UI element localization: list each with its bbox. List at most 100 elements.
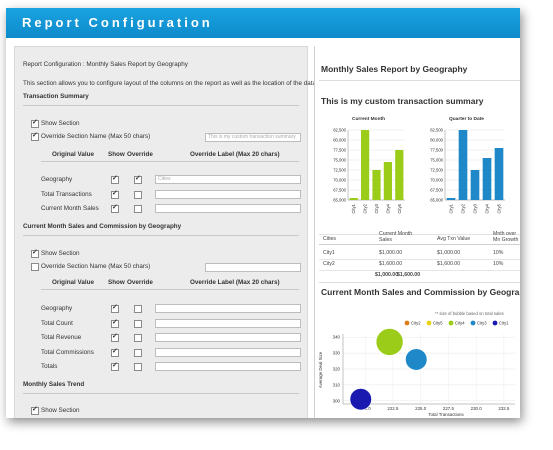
override-name-label: Override Section Name (Max 50 chars): [41, 263, 151, 270]
row-original-value: Geography: [41, 305, 73, 312]
legend-label: City3: [477, 321, 487, 326]
x-tick-label: 227.5: [443, 406, 455, 411]
y-tick-label: 80,000: [430, 138, 443, 143]
bar-city4: [482, 158, 492, 200]
section-name-input[interactable]: [205, 263, 301, 272]
bar-city3: [470, 170, 480, 200]
row-override-label-input[interactable]: [155, 189, 301, 199]
table-cell: City2: [323, 261, 335, 267]
col-original-value: Original Value: [52, 279, 94, 286]
section-name-input[interactable]: This is my custom transaction summary: [205, 133, 301, 142]
row-override-label-input[interactable]: [155, 318, 301, 328]
y-tick-label: 75,000: [430, 158, 443, 163]
config-header: Report Configuration : Monthly Sales Rep…: [23, 61, 188, 68]
row-override-checkbox[interactable]: [134, 348, 142, 357]
y-tick-label: 65,000: [430, 198, 443, 203]
row-original-value: Geography: [41, 176, 73, 183]
x-tick-label: City3: [374, 203, 379, 213]
bar-city4: [383, 162, 393, 200]
show-section-checkbox[interactable]: [31, 248, 39, 258]
row-show-checkbox[interactable]: [111, 361, 119, 371]
table-cell: $1,600.00: [437, 261, 461, 267]
chart-title: Current Month: [352, 116, 385, 122]
divider: [319, 80, 520, 81]
row-show-checkbox[interactable]: [111, 303, 119, 313]
row-override-checkbox[interactable]: [134, 334, 142, 342]
row-original-value: Totals: [41, 363, 58, 370]
current-month-chart: Current Month 82,500 80,000 77,500 75,000 72,…: [333, 116, 405, 214]
legend-marker-city3: [470, 320, 476, 326]
row-override-label-input[interactable]: [155, 304, 301, 313]
table-header-sales: Current Month Sales: [379, 231, 413, 243]
table-header-avg: Avg Txn Value: [437, 236, 471, 242]
show-section-checkbox[interactable]: [31, 118, 39, 128]
row-override-checkbox[interactable]: [134, 174, 142, 184]
row-override-label-input[interactable]: [155, 204, 301, 213]
col-show: Show: [108, 151, 125, 158]
row-show-checkbox[interactable]: [111, 332, 119, 342]
override-name-checkbox[interactable]: [31, 131, 39, 141]
y-tick-label: 67,500: [333, 188, 346, 193]
app-window: Report Configuration Report Configuratio…: [6, 8, 520, 418]
legend-label: City2: [411, 321, 421, 326]
bubble-city3: [405, 348, 428, 371]
bubble-chart: ** size of bubble based on total sales Ci…: [318, 311, 515, 417]
y-tick-label: 82,500: [430, 128, 443, 133]
y-tick-label: 82,500: [333, 128, 346, 133]
row-override-checkbox[interactable]: [134, 205, 142, 213]
override-name-checkbox[interactable]: [31, 263, 39, 271]
row-show-checkbox[interactable]: [111, 174, 119, 184]
row-override-label-input[interactable]: [155, 333, 301, 342]
row-override-checkbox[interactable]: [134, 190, 142, 199]
x-tick-label: 230.0: [471, 406, 483, 411]
chart-title: Quarter to Date: [449, 116, 484, 122]
row-override-checkbox[interactable]: [134, 305, 142, 313]
show-section-checkbox[interactable]: [31, 405, 39, 415]
table-cell: 10%: [493, 250, 504, 256]
legend-label: City4: [455, 321, 465, 326]
row-show-checkbox[interactable]: [111, 318, 119, 328]
y-axis-label: Average Deal Size: [318, 351, 323, 388]
row-show-checkbox[interactable]: [111, 189, 119, 199]
config-description: This section allows you to configure lay…: [23, 80, 318, 87]
col-override-label: Override Label (Max 20 chars): [190, 279, 280, 286]
col-show: Show: [108, 279, 125, 286]
title-bar: Report Configuration: [6, 8, 520, 38]
divider: [319, 244, 520, 245]
legend-label: City5: [433, 321, 443, 326]
row-show-checkbox[interactable]: [111, 347, 119, 357]
divider: [319, 270, 520, 271]
y-tick-label: 72,500: [430, 168, 443, 173]
row-override-label-input[interactable]: [155, 347, 301, 357]
y-tick-label: 320: [333, 367, 341, 372]
summary-title: This is my custom transaction summary: [321, 96, 484, 106]
bubble-chart-title: Current Month Sales and Commission by Ge…: [321, 287, 520, 297]
row-override-checkbox[interactable]: [134, 319, 142, 328]
col-override: Override: [127, 279, 153, 286]
legend-marker-city1: [492, 320, 498, 326]
report-title: Monthly Sales Report by Geography: [321, 64, 468, 74]
row-override-label-input[interactable]: [155, 362, 301, 371]
row-override-checkbox[interactable]: [134, 363, 142, 371]
bar-city1: [446, 198, 456, 200]
show-section-label: Show Section: [41, 250, 80, 257]
row-override-label-input[interactable]: Cities: [155, 175, 301, 184]
table-cell: $1,000.00: [437, 250, 461, 256]
legend-label: City1: [499, 321, 509, 326]
table-cell: City1: [323, 250, 335, 256]
row-show-checkbox[interactable]: [111, 203, 119, 213]
x-tick-label: City5: [397, 203, 402, 213]
section-title-sales-commission: Current Month Sales and Commission by Ge…: [23, 223, 182, 230]
y-tick-label: 70,000: [430, 178, 443, 183]
divider: [319, 259, 520, 260]
row-original-value: Total Revenue: [41, 334, 82, 341]
section-title-monthly-trend: Monthly Sales Trend: [23, 381, 85, 388]
x-tick-label: City5: [497, 203, 502, 213]
y-tick-label: 72,500: [333, 168, 346, 173]
y-tick-label: 75,000: [333, 158, 346, 163]
x-tick-label: City4: [385, 203, 390, 213]
x-axis-label: Total Transactions: [428, 412, 464, 417]
x-tick-label: 222.5: [387, 406, 399, 411]
table-cell: 10%: [493, 261, 504, 267]
y-tick-label: 330: [333, 351, 341, 356]
